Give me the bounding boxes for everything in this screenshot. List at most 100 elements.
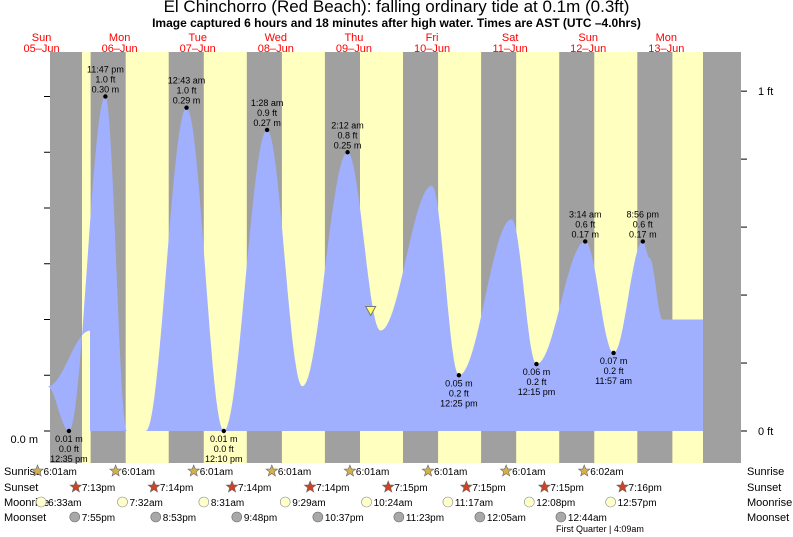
day-date: 05–Jun [23,43,59,55]
day-date: 10–Jun [414,43,450,55]
tide-point [264,127,270,133]
tide-label: 0.30 m [92,85,120,95]
tide-label: 2:12 am [331,120,364,130]
tide-label: 0.06 m [523,367,551,377]
row-label-right: Sunrise [747,466,784,478]
row-label-left: Moonset [4,512,46,524]
axes: 0.0 m 0 ft 1 ft [10,86,773,446]
tide-label: 8:56 pm [627,209,660,219]
moonrise-time: 7:32am [130,498,163,509]
tide-label: 12:43 am [168,76,206,86]
moonrise-icon [523,496,535,508]
sunrise-time: 6:01am [356,467,389,478]
tide-label: 0.01 m [210,434,238,444]
sunset-time: 7:14pm [238,483,271,494]
sunrise-icon [343,464,357,477]
sunset-icon [147,480,161,493]
tide-label: 0.2 ft [526,377,547,387]
tide-point [345,150,350,155]
day-name: Sat [502,32,519,44]
moonrise-icon [35,496,47,508]
tide-point [640,239,646,244]
tide-label: 0.27 m [253,118,281,128]
moonrise-time: 9:29am [292,498,325,509]
moonrise-icon [279,496,291,508]
sunset-time: 7:14pm [160,483,193,494]
row-label-right: Moonrise [747,497,792,509]
day-date: 07–Jun [180,43,216,55]
moonrise-icon [361,496,372,508]
y-label-right: 1 ft [758,86,773,98]
day-date: 13–Jun [648,43,684,55]
sunrise-time: 6:01am [122,467,155,478]
moonrise-time: 11:17am [455,498,493,509]
sunset-icon [381,480,395,493]
row-label-left: Sunset [4,482,38,494]
tide-label: 12:25 pm [440,398,478,408]
sunset-time: 7:15pm [394,483,427,494]
sunrise-time: 6:01am [44,467,77,478]
day-name: Fri [426,32,439,44]
tide-label: 0.6 ft [633,219,654,229]
sunrise-time: 6:01am [278,467,311,478]
sunrise-icon [421,464,435,477]
day-date: 11–Jun [492,43,527,55]
moonrise-time: 6:33am [48,498,81,509]
sunrise-time: 6:01am [512,467,545,478]
moonset-icon [312,511,324,523]
moon-phase: First Quarter | 4:09am [556,524,644,534]
sunset-icon [537,480,551,493]
moonset-time: 9:48pm [244,513,277,524]
moonset-time: 12:05am [487,513,526,524]
tide-label: 0.8 ft [338,130,359,140]
sunrise-time: 6:01am [200,467,233,478]
moonset-time: 11:23pm [406,513,444,524]
tide-label: 1.0 ft [95,75,116,85]
row-label-right: Moonset [747,512,789,524]
moonrise-time: 8:31am [211,498,244,509]
moonrise-time: 12:08pm [536,498,575,509]
sunset-time: 7:14pm [316,483,349,494]
tide-point [103,94,108,99]
tide-label: 12:10 pm [205,454,243,464]
tide-point [611,350,616,356]
sunset-icon [225,480,239,493]
moonrise-icon [605,496,616,508]
sunset-icon [459,480,473,493]
moonset-icon [555,511,567,523]
row-label-right: Sunset [747,482,781,494]
day-name: Tue [188,32,207,44]
day-date: 06–Jun [102,43,138,55]
tide-label: 12:15 pm [518,387,556,397]
sunset-time: 7:16pm [629,483,662,494]
tide-label: 11:57 am [595,376,632,386]
day-name: Wed [265,32,287,44]
tide-label: 0.01 m [55,434,83,444]
sunset-icon [303,480,317,493]
moonset-icon [393,511,405,523]
tide-area [47,96,703,431]
tide-label: 0.2 ft [449,388,470,398]
tide-point [184,105,189,110]
page-title: El Chinchorro (Red Beach): falling ordin… [163,0,630,16]
day-date: 08–Jun [258,43,294,55]
day-name: Mon [109,32,130,44]
sunset-time: 7:15pm [550,483,583,494]
sunrise-time: 6:02am [590,467,623,478]
sunset-time: 7:15pm [472,483,505,494]
tide-label: 0.0 ft [59,444,80,454]
day-date: 12–Jun [570,43,606,55]
sunrise-icon [187,464,201,477]
tide-point [583,239,588,244]
tide-label: 0.17 m [571,229,599,239]
day-date: 09–Jun [336,43,372,55]
moonset-time: 8:53pm [163,513,196,524]
tide-point [534,361,539,367]
moonset-icon [69,511,81,523]
daylight-band [82,52,91,463]
moonrise-icon [442,496,454,508]
day-name: Thu [344,32,363,44]
tide-label: 0.9 ft [257,108,278,118]
moonset-time: 7:55pm [82,513,115,524]
